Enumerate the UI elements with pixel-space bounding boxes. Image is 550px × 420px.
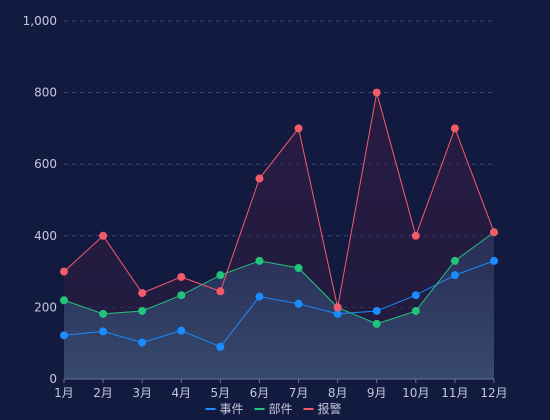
data-point[interactable] — [60, 267, 68, 276]
data-point[interactable] — [490, 228, 498, 237]
x-tick-label: 11月 — [441, 386, 468, 400]
legend-item-部件[interactable]: 部件 — [254, 401, 293, 416]
data-point[interactable] — [177, 291, 186, 300]
legend-label: 报警 — [318, 401, 342, 416]
data-point[interactable] — [138, 338, 147, 347]
data-point[interactable] — [450, 256, 459, 265]
x-tick-label: 2月 — [93, 386, 113, 400]
data-point[interactable] — [99, 327, 108, 336]
data-point[interactable] — [372, 319, 381, 328]
x-tick-label: 12月 — [480, 386, 507, 400]
x-tick-label: 4月 — [171, 386, 191, 400]
data-point[interactable] — [490, 256, 498, 265]
data-point[interactable] — [216, 287, 225, 296]
data-point[interactable] — [294, 124, 303, 133]
data-point[interactable] — [333, 303, 342, 312]
data-point[interactable] — [333, 309, 342, 318]
data-point[interactable] — [411, 231, 420, 240]
point-layer — [60, 88, 498, 351]
data-point[interactable] — [99, 309, 108, 318]
data-point[interactable] — [255, 256, 264, 265]
data-point[interactable] — [372, 306, 381, 315]
data-point[interactable] — [411, 306, 420, 315]
data-point[interactable] — [216, 342, 225, 351]
legend-label: 事件 — [220, 402, 244, 416]
x-tick-label: 1月 — [54, 386, 74, 400]
data-point[interactable] — [411, 291, 420, 300]
data-point[interactable] — [60, 296, 68, 305]
series-line-报警 — [63, 92, 495, 308]
data-point[interactable] — [450, 271, 459, 280]
data-point[interactable] — [177, 272, 186, 281]
area-部件 — [64, 232, 494, 379]
y-tick-label: 0 — [49, 372, 57, 386]
y-tick-label: 200 — [34, 300, 57, 314]
data-point[interactable] — [294, 264, 303, 273]
x-tick-label: 5月 — [211, 386, 231, 400]
series-line-部件 — [63, 231, 495, 325]
legend-label: 部件 — [269, 401, 293, 416]
legend[interactable]: 事件 部件 报警 — [205, 401, 342, 416]
x-tick-label: 3月 — [132, 386, 152, 400]
y-tick-label: 1,000 — [23, 14, 57, 28]
line-layer — [63, 92, 495, 348]
data-point[interactable] — [255, 292, 264, 301]
data-point[interactable] — [138, 289, 147, 298]
x-tick-label: 6月 — [250, 386, 270, 400]
y-tick-label: 400 — [34, 229, 57, 243]
x-tick-label: 8月 — [328, 386, 348, 400]
data-point[interactable] — [60, 331, 68, 340]
y-tick-label: 800 — [34, 86, 57, 100]
data-point[interactable] — [294, 299, 303, 308]
data-point[interactable] — [99, 231, 108, 240]
legend-item-报警[interactable]: 报警 — [303, 401, 342, 416]
data-point[interactable] — [450, 124, 459, 133]
x-tick-label: 7月 — [289, 386, 309, 400]
axis-layer: 0 200 400 600 800 1,000 1月 2月 3月 4月 5月 6月 7月 8月 9月 10月 1… — [23, 14, 508, 400]
legend-item-事件[interactable]: 事件 — [205, 402, 244, 416]
data-point[interactable] — [255, 174, 264, 183]
data-point[interactable] — [177, 326, 186, 335]
y-tick-label: 600 — [34, 157, 57, 171]
x-tick-label: 9月 — [367, 386, 387, 400]
x-tick-label: 10月 — [402, 386, 429, 400]
data-point[interactable] — [138, 306, 147, 315]
series-line-事件 — [63, 260, 495, 348]
data-point[interactable] — [372, 88, 381, 97]
data-point[interactable] — [216, 271, 225, 280]
